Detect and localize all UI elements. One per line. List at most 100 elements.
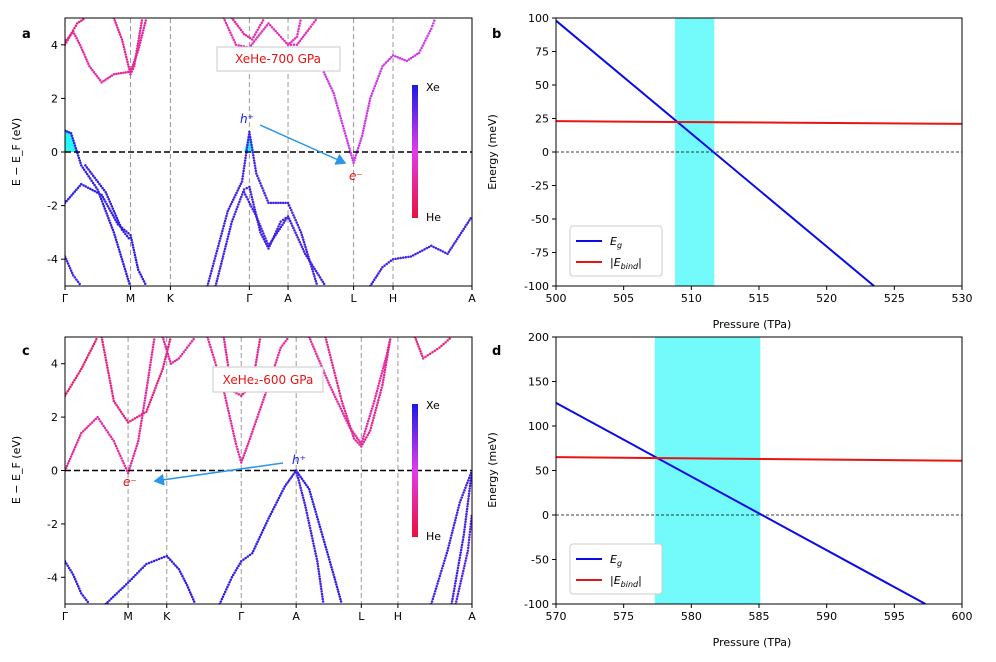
band-point: [114, 72, 118, 76]
band-point: [376, 401, 379, 404]
band-point: [310, 265, 313, 268]
band-point: [149, 358, 153, 362]
band-point: [339, 394, 342, 398]
band-point: [244, 193, 247, 196]
band-point: [143, 24, 146, 27]
band-point: [156, 382, 159, 385]
band-point: [110, 389, 114, 393]
band-point: [340, 119, 343, 123]
band-point: [329, 386, 332, 389]
band-point: [304, 31, 308, 34]
band-point: [459, 548, 463, 552]
band-point: [98, 182, 101, 186]
band-point: [76, 154, 80, 157]
band-point: [305, 483, 308, 487]
band-point: [228, 227, 232, 231]
band-point: [268, 515, 271, 518]
band-point: [339, 597, 342, 601]
band-point: [318, 523, 321, 526]
band-point: [96, 180, 100, 184]
band-point: [221, 257, 224, 261]
band-point: [153, 389, 156, 392]
hole-label-c: h⁺: [292, 453, 306, 467]
band-point: [124, 270, 127, 273]
band-point: [307, 487, 311, 491]
band-point: [114, 214, 118, 217]
band-point: [133, 452, 136, 455]
band-point: [250, 38, 254, 41]
band-point: [122, 71, 125, 74]
band-point: [88, 64, 91, 68]
band-point: [326, 346, 330, 349]
band-point: [312, 345, 315, 348]
band-point: [114, 236, 117, 239]
band-point: [255, 418, 258, 421]
band-point: [418, 347, 421, 351]
band-point: [114, 238, 118, 241]
band-point: [380, 386, 384, 389]
band-point: [69, 269, 73, 272]
band-point: [296, 236, 299, 239]
band: [430, 471, 472, 604]
band-point: [234, 569, 238, 572]
band-point: [223, 219, 227, 223]
band-point: [367, 417, 371, 420]
band-point: [313, 547, 316, 550]
band-point: [135, 261, 138, 264]
band-point: [266, 519, 269, 523]
band-point: [310, 497, 314, 501]
band-point: [430, 27, 433, 30]
band-point: [209, 272, 213, 275]
band-point: [275, 231, 279, 235]
band-point: [463, 488, 466, 492]
band-point: [370, 282, 373, 286]
band-point: [65, 130, 69, 133]
band-point: [150, 560, 153, 564]
band-point: [143, 399, 147, 402]
band-point: [419, 349, 422, 353]
band-point: [161, 367, 164, 371]
band-point: [459, 579, 463, 583]
band-point: [168, 357, 171, 361]
band-point: [442, 562, 445, 565]
band-point: [287, 204, 291, 207]
band-point: [225, 404, 229, 407]
band-point: [216, 247, 219, 250]
band-point: [71, 450, 75, 454]
band-point: [130, 459, 134, 463]
band-point: [131, 418, 134, 422]
band-point: [377, 272, 380, 275]
band-point: [112, 209, 116, 213]
band-point: [335, 379, 338, 382]
band-point: [185, 346, 189, 349]
band-point: [246, 442, 250, 446]
band-point: [304, 248, 308, 251]
band-point: [88, 177, 92, 180]
band-point: [174, 564, 177, 567]
band-point: [333, 371, 336, 375]
band-point: [85, 356, 89, 359]
band-point: [255, 215, 258, 218]
band-point: [338, 392, 342, 395]
band-point: [318, 575, 321, 578]
band-point: [463, 523, 467, 526]
band-point: [224, 242, 228, 246]
band-point: [457, 235, 460, 239]
band-point: [224, 345, 227, 349]
band-point: [222, 593, 226, 596]
band-point: [86, 60, 89, 63]
band-point: [454, 240, 457, 243]
band-point: [92, 71, 96, 74]
band-point: [310, 263, 314, 266]
band-point: [130, 70, 133, 73]
band-point: [457, 506, 460, 509]
band-point: [373, 278, 376, 281]
band-point: [162, 365, 165, 368]
band-point: [447, 250, 451, 254]
band-point: [245, 195, 248, 199]
band-point: [402, 256, 405, 259]
band-point: [249, 44, 253, 47]
band-point: [187, 588, 191, 592]
band-point: [178, 570, 182, 573]
band-point: [255, 542, 258, 546]
